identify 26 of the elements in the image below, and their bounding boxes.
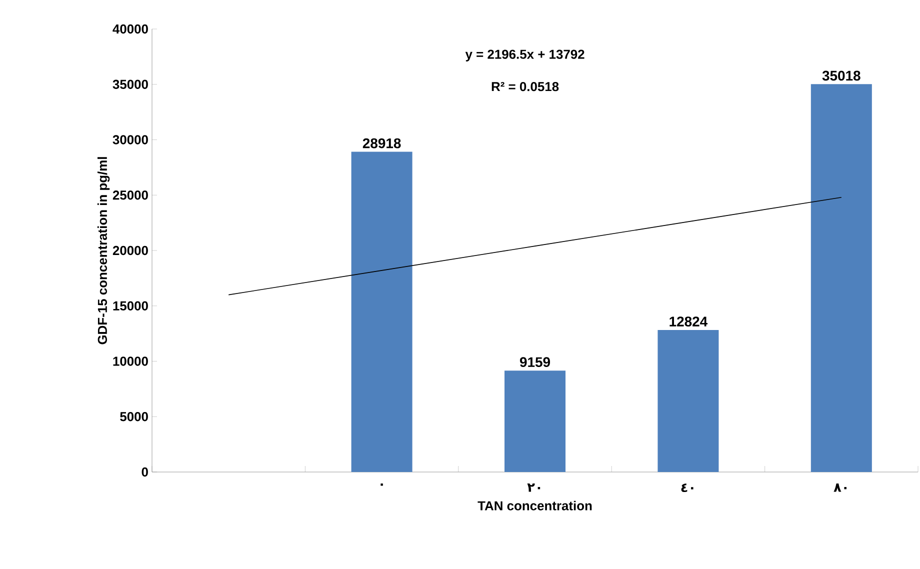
y-tick-label: 10000	[113, 356, 148, 366]
y-tick-label: 5000	[120, 412, 148, 422]
data-label: 12824	[670, 316, 708, 326]
line-series	[228, 196, 842, 296]
annotation: R² = 0.0518	[492, 82, 559, 92]
y-tick-label: 20000	[112, 246, 148, 256]
y-tick-label: 40000	[112, 24, 148, 34]
bar	[504, 370, 566, 472]
data-label: 35018	[822, 70, 860, 81]
data-label: 9159	[520, 357, 550, 368]
x-axis-title: TAN concentration	[478, 500, 592, 510]
bar	[810, 84, 872, 472]
bar	[351, 152, 412, 472]
y-tick-label: 30000	[112, 135, 148, 144]
y-tick-label: 35000	[112, 80, 148, 89]
annotation: y = 2196.5x + 13792	[465, 50, 584, 62]
y-tick-label: 25000	[112, 190, 148, 200]
x-tick-label: ٤٠	[681, 484, 694, 492]
data-label: 28918	[362, 138, 401, 148]
x-tick-label: ٠	[380, 484, 383, 486]
y-tick-label: 15000	[113, 301, 148, 310]
bar	[658, 330, 719, 472]
y-axis-title: GDF-15 concentration in pg/ml	[97, 157, 110, 344]
x-tick-label: ٢٠	[527, 484, 540, 492]
y-tick-label: 0	[142, 467, 148, 477]
x-tick-label: ٨٠	[834, 484, 846, 492]
